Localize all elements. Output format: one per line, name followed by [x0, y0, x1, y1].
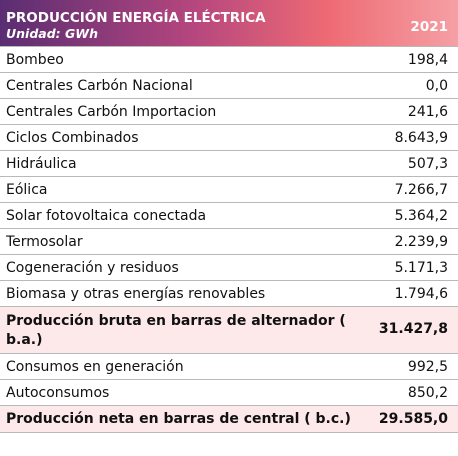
row-value: 8.643,9	[394, 130, 448, 146]
row-value: 0,0	[425, 78, 448, 94]
row-value: 5.171,3	[394, 260, 448, 276]
row-label: Eólica	[6, 182, 48, 198]
table-unit: Unidad: GWh	[6, 26, 98, 41]
row-label: Termosolar	[6, 234, 83, 250]
table-row: Ciclos Combinados 8.643,9	[0, 124, 458, 150]
table-row: Centrales Carbón Importacion 241,6	[0, 98, 458, 124]
year-column-header: 2021	[410, 19, 448, 35]
table-row: Autoconsumos 850,2	[0, 379, 458, 405]
row-value: 850,2	[407, 385, 448, 401]
row-value: 1.794,6	[394, 286, 448, 302]
row-label: Ciclos Combinados	[6, 130, 139, 146]
row-label: Autoconsumos	[6, 385, 110, 401]
row-label: Bombeo	[6, 52, 64, 68]
table-row: Termosolar 2.239,9	[0, 228, 458, 254]
energy-production-table: PRODUCCIÓN ENERGÍA ELÉCTRICA Unidad: GWh…	[0, 0, 458, 433]
row-label: Centrales Carbón Importacion	[6, 104, 217, 120]
table-row: Consumos en generación 992,5	[0, 353, 458, 379]
row-value: 992,5	[407, 359, 448, 375]
row-value: 241,6	[407, 104, 448, 120]
table-row: Centrales Carbón Nacional 0,0	[0, 72, 458, 98]
row-label: Consumos en generación	[6, 359, 184, 375]
table-row: Biomasa y otras energías renovables 1.79…	[0, 280, 458, 306]
table-row: Eólica 7.266,7	[0, 176, 458, 202]
row-value: 2.239,9	[394, 234, 448, 250]
table-row: Bombeo 198,4	[0, 46, 458, 72]
row-label: Biomasa y otras energías renovables	[6, 286, 266, 302]
row-value: 198,4	[407, 52, 448, 68]
row-value: 5.364,2	[394, 208, 448, 224]
table-row: Hidráulica 507,3	[0, 150, 458, 176]
table-row: Solar fotovoltaica conectada 5.364,2	[0, 202, 458, 228]
row-label: Solar fotovoltaica conectada	[6, 208, 207, 224]
row-value: 29.585,0	[378, 411, 448, 427]
row-label: Centrales Carbón Nacional	[6, 78, 193, 94]
net-production-row: Producción neta en barras de central ( b…	[0, 405, 458, 433]
gross-production-row: Producción bruta en barras de alternador…	[0, 306, 458, 353]
row-label: Producción bruta en barras de alternador…	[6, 313, 346, 348]
row-label: Cogeneración y residuos	[6, 260, 179, 276]
row-label: Hidráulica	[6, 156, 77, 172]
table-header: PRODUCCIÓN ENERGÍA ELÉCTRICA Unidad: GWh…	[0, 0, 458, 46]
row-value: 7.266,7	[394, 182, 448, 198]
row-label: Producción neta en barras de central ( b…	[6, 411, 351, 427]
row-value: 507,3	[407, 156, 448, 172]
table-row: Cogeneración y residuos 5.171,3	[0, 254, 458, 280]
row-value: 31.427,8	[378, 321, 448, 337]
table-title: PRODUCCIÓN ENERGÍA ELÉCTRICA	[6, 10, 266, 26]
